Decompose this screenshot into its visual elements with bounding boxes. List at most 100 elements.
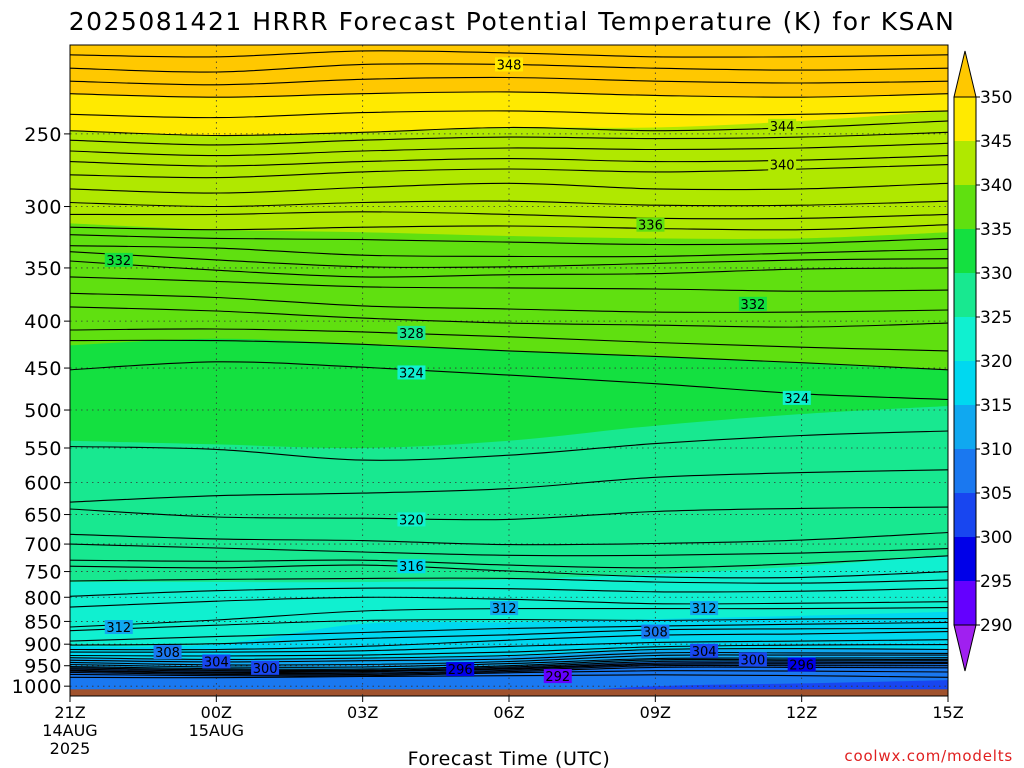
colorbar-cell	[954, 449, 976, 493]
contour-label: 308	[155, 646, 180, 661]
contour-311	[70, 618, 948, 632]
contour-label: 300	[740, 653, 765, 668]
contour-333	[70, 251, 948, 268]
colorbar-tick-label: 290	[980, 616, 1012, 636]
x-tick-label: 00Z	[201, 703, 232, 722]
contour-343	[70, 131, 948, 146]
contour-329	[70, 306, 948, 328]
contour-label-bg	[543, 669, 572, 684]
colorbar-cell	[954, 141, 976, 185]
y-tick-label: 800	[24, 587, 62, 609]
contour-label: 332	[106, 254, 131, 269]
contour-320	[70, 506, 948, 521]
contour-lines	[70, 50, 948, 679]
contour-314	[70, 587, 948, 597]
colorbar-tick-label: 310	[980, 440, 1012, 460]
y-tick-label: 350	[24, 258, 62, 280]
contour-315	[70, 577, 948, 584]
contour-341	[70, 155, 948, 167]
contour-label: 316	[399, 560, 424, 575]
colorbar-tick-label: 335	[980, 220, 1012, 240]
y-tick-label: 850	[24, 611, 62, 633]
y-tick-label: 650	[24, 505, 62, 527]
x-axis-label: Forecast Time (UTC)	[408, 748, 611, 768]
y-tick-label: 600	[24, 473, 62, 495]
contour-label-bg	[787, 657, 816, 672]
contour-316	[70, 564, 948, 579]
contour-label: 348	[497, 58, 522, 73]
contour-label: 328	[399, 327, 424, 342]
x-tick-label: 15AUG	[189, 721, 244, 740]
contour-label-bg	[446, 662, 475, 677]
contour-label-bg	[104, 620, 133, 635]
colorbar-tick-label: 300	[980, 528, 1012, 548]
contour-label-bg	[104, 252, 133, 267]
contour-label: 292	[545, 670, 570, 685]
contour-label: 320	[399, 513, 424, 528]
colorbar-cell	[954, 317, 976, 361]
chart-title: 2025081421 HRRR Forecast Potential Tempe…	[69, 7, 956, 36]
colorbar-cell	[954, 361, 976, 405]
colorbar-max-arrow	[953, 50, 977, 98]
x-tick-label: 03Z	[347, 703, 378, 722]
x-tick-label: 09Z	[640, 703, 671, 722]
colorbar-cell	[954, 537, 976, 581]
contour-338	[70, 200, 948, 208]
colorbar-tick-label: 325	[980, 308, 1012, 328]
colorbar-cell	[954, 229, 976, 273]
x-tick-label: 14AUG	[42, 721, 97, 740]
contour-label: 304	[204, 656, 229, 671]
contour-label-bg	[251, 660, 280, 675]
contour-labels: 348 344 340 336 332 332 328 324 324 320 316 312 312 3…	[104, 57, 816, 685]
contour-339	[70, 182, 948, 194]
y-tick-label: 450	[24, 358, 62, 380]
colorbar-tick-label: 345	[980, 132, 1012, 152]
colorbar-cell	[954, 581, 976, 625]
contour-335	[70, 234, 948, 246]
contour-317	[70, 555, 948, 569]
contour-309	[70, 627, 948, 646]
contour-label: 332	[740, 298, 765, 313]
contour-label: 312	[492, 602, 517, 617]
colorbar: 290 295 300 305 310 315 320 325 330 335 340 345 350	[953, 50, 1012, 672]
contour-label: 340	[770, 159, 795, 174]
contour-label: 336	[638, 219, 663, 234]
contour-label-bg	[690, 643, 719, 658]
contour-label-bg	[397, 512, 426, 527]
contour-label-bg	[768, 118, 797, 133]
contour-label-bg	[641, 624, 670, 639]
contour-plot-area: 348 344 340 336 332 332 328 324 324 320 316 312 312 3…	[70, 45, 948, 696]
contour-label-bg	[782, 390, 811, 405]
contour-label-bg	[690, 601, 719, 616]
contour-label: 324	[784, 392, 809, 407]
y-tick-label: 900	[24, 634, 62, 656]
ground-fill	[70, 689, 948, 696]
source-credit[interactable]: coolwx.com/modelts	[844, 747, 1013, 765]
contour-label: 312	[692, 602, 717, 617]
contour-330	[70, 292, 948, 313]
contour-344	[70, 120, 948, 137]
contour-321	[70, 469, 948, 503]
contour-label: 324	[399, 366, 424, 381]
y-tick-label: 550	[24, 438, 62, 460]
contour-349	[70, 50, 948, 58]
contour-328	[70, 328, 948, 352]
x-tick-label: 06Z	[493, 703, 524, 722]
contour-label-bg	[153, 645, 182, 660]
contour-336	[70, 224, 948, 231]
contour-label: 312	[106, 621, 131, 636]
contour-340	[70, 164, 948, 179]
contour-label-bg	[768, 157, 797, 172]
x-tick-label: 12Z	[786, 703, 817, 722]
y-tick-label: 750	[24, 562, 62, 584]
y-tick-label: 950	[24, 656, 62, 678]
y-tick-label: 400	[24, 311, 62, 333]
y-tick-label: 700	[24, 534, 62, 556]
contour-307	[70, 639, 948, 653]
contour-337	[70, 211, 948, 220]
colorbar-tick-label: 305	[980, 484, 1012, 504]
y-tick-label: 300	[24, 197, 62, 219]
pressure-axis: 2503003504004505005506006507007508008509…	[12, 124, 70, 698]
contour-label: 296	[789, 658, 814, 673]
